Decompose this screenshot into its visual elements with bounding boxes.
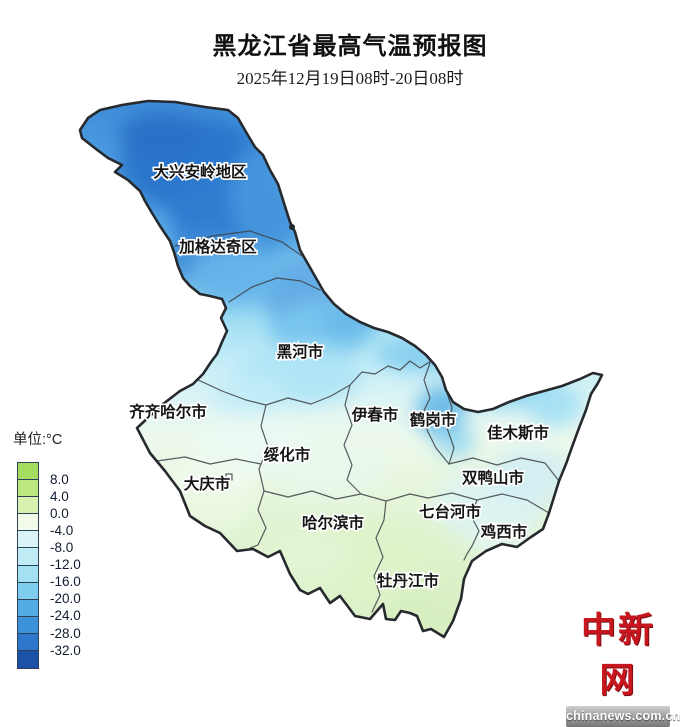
legend-color-segment [18, 651, 38, 669]
region-label-daxinganling: 大兴安岭地区 [153, 162, 247, 181]
region-label-suihua: 绥化市 [264, 445, 311, 464]
temperature-legend: 单位:°C 8.0 4.0 0.0 -4.0 -8.0 -12.0 -16.0 -20.0 -2… [12, 428, 132, 670]
region-label-harbin: 哈尔滨市 [302, 513, 365, 532]
region-label-shuangyashan: 双鸭山市 [462, 468, 525, 487]
legend-color-segment [18, 497, 38, 515]
legend-unit-label: 单位:°C [13, 432, 63, 448]
city-marker-daqing [225, 473, 233, 481]
region-label-mudanjiang: 牡丹江市 [377, 571, 440, 590]
region-label-jiamusi: 佳木斯市 [487, 423, 550, 442]
border-marker-dot [289, 224, 295, 230]
chinanews-url-bar: chinanews.com.cn [566, 706, 680, 727]
legend-tick-label: -16.0 [50, 574, 81, 590]
forecast-period: 2025年12月19日08时-20日08时 [236, 69, 464, 88]
page-title: 黑龙江省最高气温预报图 [212, 33, 488, 60]
region-label-yichun: 伊春市 [351, 405, 399, 424]
legend-color-segment [18, 599, 38, 617]
legend-color-segment [18, 463, 38, 481]
legend-bar [17, 462, 39, 670]
region-label-heihe: 黑河市 [277, 342, 324, 361]
legend-color-segment [18, 616, 38, 634]
region-label-qitaihe: 七台河市 [419, 502, 482, 521]
region-label-daqing: 大庆市 [184, 474, 231, 493]
legend-color-segment [18, 582, 38, 600]
legend-tick-label: 0.0 [50, 505, 69, 521]
legend-tick-label: -12.0 [50, 557, 81, 573]
legend-color-segment [18, 480, 38, 498]
chinanews-watermark: 中新网 chinanews.com.cn [566, 606, 680, 727]
legend-color-segment [18, 633, 38, 652]
region-label-qiqihar: 齐齐哈尔市 [129, 402, 207, 421]
legend-tick-label: -20.0 [50, 591, 81, 607]
legend-color-segment [18, 565, 38, 583]
legend-tick-label: -28.0 [50, 625, 81, 641]
chinanews-logo-text: 中新网 [580, 611, 655, 700]
legend-color-segment [18, 548, 38, 566]
prefecture-boundaries [156, 230, 560, 613]
legend-tick-label: -8.0 [50, 540, 74, 555]
legend-color-segment [18, 514, 38, 532]
region-label-jixi: 鸡西市 [481, 522, 528, 541]
legend-tick-label: -32.0 [50, 642, 81, 658]
region-label-jiagedaqi: 加格达奇区 [178, 237, 257, 256]
region-label-hegang: 鹤岗市 [410, 410, 457, 429]
province-border [78, 99, 604, 639]
legend-tick-label: 8.0 [50, 471, 69, 487]
region-labels: 大兴安岭地区 加格达奇区 黑河市 齐齐哈尔市 伊春市 鹤岗市 佳木斯市 绥化市 … [128, 160, 551, 591]
legend-tick-label: 4.0 [50, 488, 69, 504]
legend-tick-label: -24.0 [50, 608, 81, 624]
legend-tick-label: -4.0 [50, 522, 74, 538]
legend-color-segment [18, 531, 38, 549]
temperature-map: 大兴安岭地区 加格达奇区 黑河市 齐齐哈尔市 伊春市 鹤岗市 佳木斯市 绥化市 … [78, 99, 604, 639]
